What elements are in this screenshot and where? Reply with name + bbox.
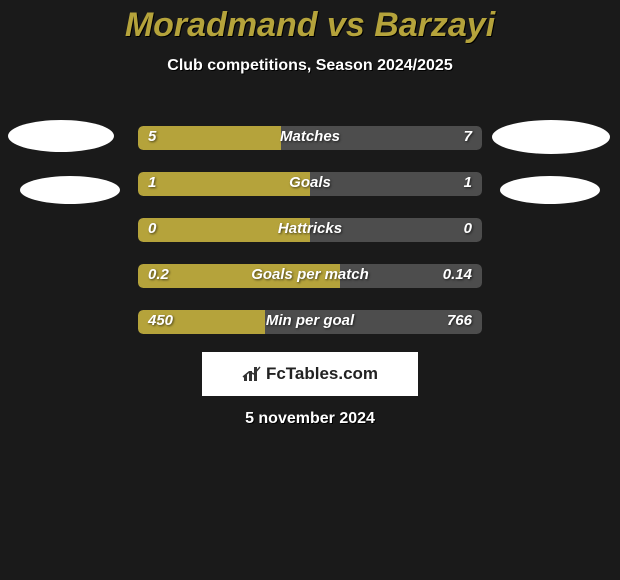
- stat-label: Matches: [138, 128, 482, 145]
- page-title: Moradmand vs Barzayi: [0, 0, 620, 45]
- chart-icon: [242, 365, 262, 383]
- date-label: 5 november 2024: [0, 410, 620, 428]
- stat-row: 450766Min per goal: [138, 310, 482, 334]
- decorative-oval: [20, 176, 120, 204]
- stat-row: 11Goals: [138, 172, 482, 196]
- stat-row: 57Matches: [138, 126, 482, 150]
- stat-label: Goals per match: [138, 266, 482, 283]
- stat-label: Min per goal: [138, 312, 482, 329]
- decorative-oval: [500, 176, 600, 204]
- subtitle: Club competitions, Season 2024/2025: [0, 57, 620, 75]
- decorative-oval: [8, 120, 114, 152]
- decorative-oval: [492, 120, 610, 154]
- logo-text: FcTables.com: [266, 364, 378, 384]
- comparison-infographic: Moradmand vs Barzayi Club competitions, …: [0, 0, 620, 580]
- stat-row: 0.20.14Goals per match: [138, 264, 482, 288]
- stat-label: Goals: [138, 174, 482, 191]
- stat-label: Hattricks: [138, 220, 482, 237]
- stat-row: 00Hattricks: [138, 218, 482, 242]
- fctables-logo[interactable]: FcTables.com: [202, 352, 418, 396]
